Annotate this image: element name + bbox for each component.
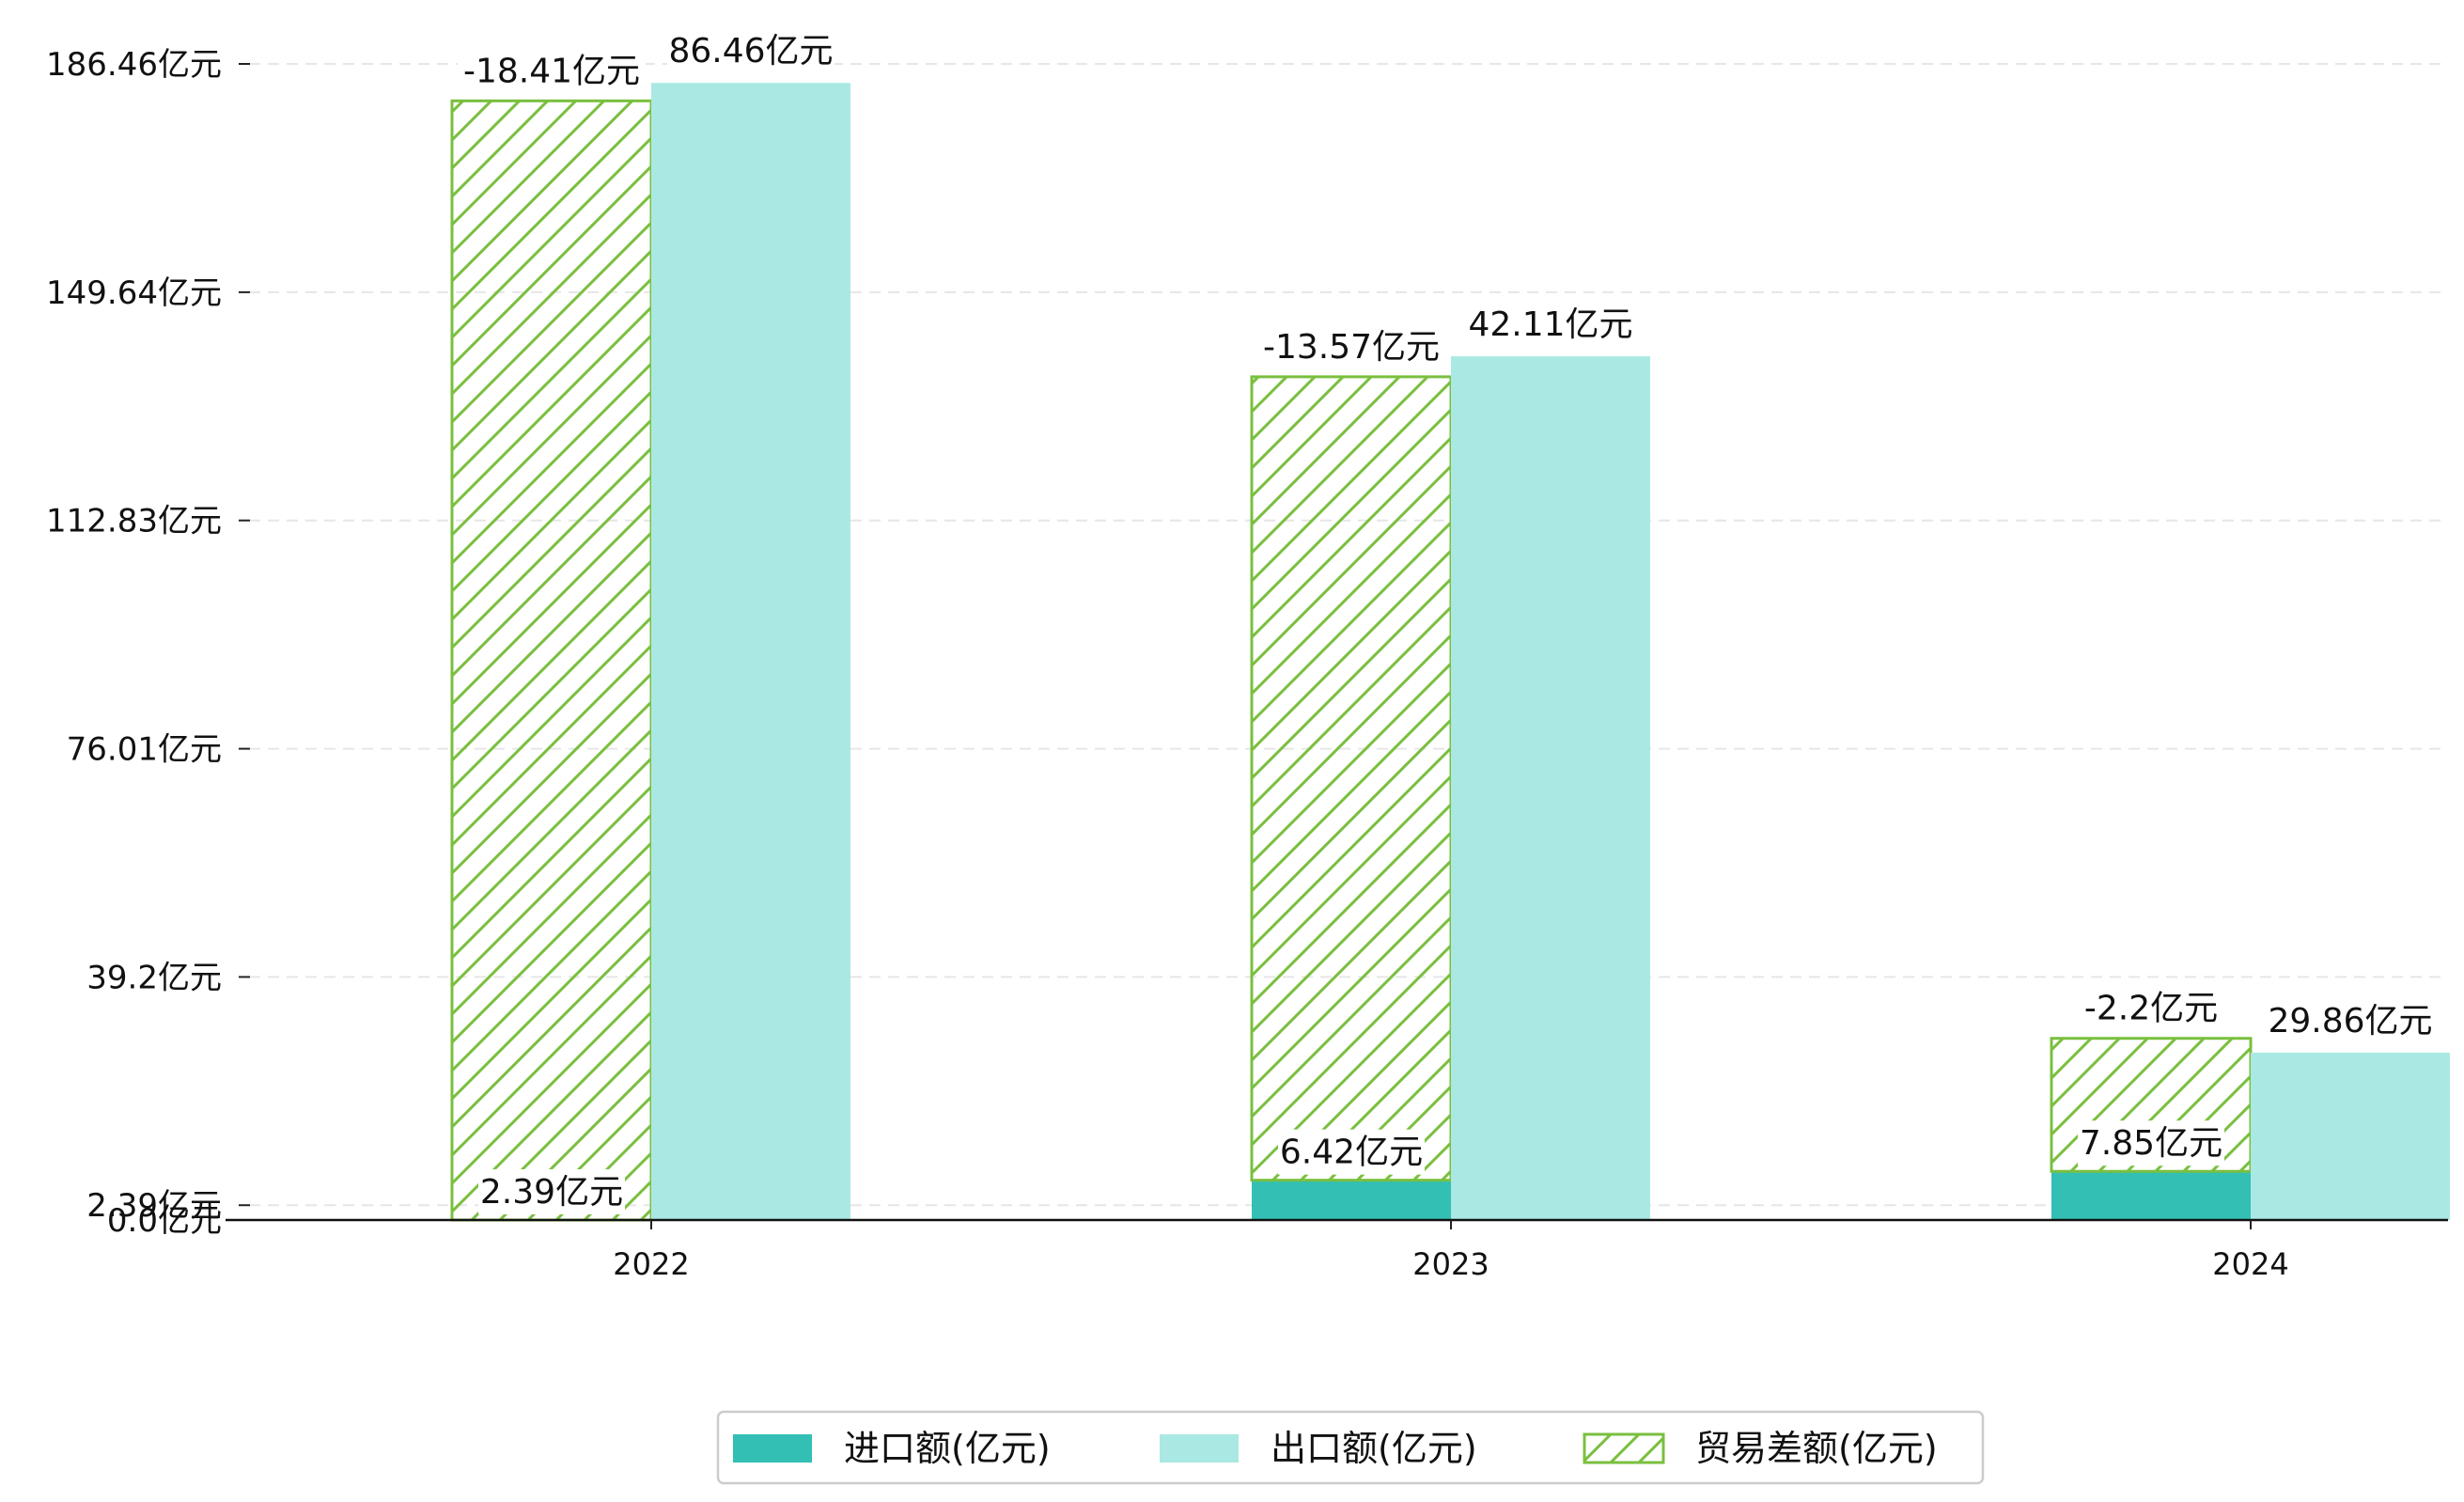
export-value-label: 86.46亿元 [668, 32, 833, 70]
x-tick-label: 2022 [613, 1246, 689, 1282]
import-value-label: 7.85亿元 [2080, 1124, 2222, 1163]
trade-balance-value-label-bg [2078, 985, 2224, 1031]
legend-box [716, 1410, 1985, 1485]
import-value-label-bg [1278, 1129, 1425, 1175]
x-tick-label: 2023 [1412, 1246, 1489, 1282]
y-tick-label: 0.0亿元 [107, 1202, 222, 1240]
trade-balance-value-label-bg [458, 48, 646, 94]
x-tick-label: 2024 [2212, 1246, 2288, 1282]
export-value-label: 29.86亿元 [2268, 1002, 2432, 1040]
export-value-label-bg [667, 28, 834, 74]
legend-import-swatch [733, 1434, 812, 1463]
y-tick-label: 149.64亿元 [46, 274, 222, 312]
legend-trade-balance-label: 贸易差额(亿元) [1695, 1428, 1938, 1469]
y-tick-label: 186.46亿元 [46, 46, 222, 84]
legend-export-swatch [1160, 1434, 1239, 1463]
import-value-label: 2.39亿元 [480, 1173, 623, 1212]
trade-balance-value-label: -13.57亿元 [1263, 328, 1440, 367]
trade-balance-bar [450, 99, 653, 1222]
export-value-label-bg [1467, 302, 1634, 348]
trade-balance-value-label: -2.2亿元 [2084, 990, 2218, 1028]
y-tick-label: 2.39亿元 [86, 1187, 222, 1225]
import-bar [1252, 1180, 1451, 1220]
legend-import-label: 进口额(亿元) [844, 1428, 1051, 1469]
export-value-label: 42.11亿元 [1468, 305, 1632, 344]
trade-balance-value-label: -18.41亿元 [463, 52, 640, 90]
import-value-label-bg [2078, 1120, 2224, 1166]
legend-trade-balance-swatch [1583, 1432, 1665, 1464]
trade-balance-value-label-bg [1257, 323, 1445, 369]
import-bar [2051, 1171, 2251, 1220]
export-bar [2251, 1052, 2450, 1220]
bar-labels: 2.39亿元 -18.41亿元 86.46亿元 6.42亿元 -13.57亿元 42.11… [458, 28, 2434, 1214]
export-bar [651, 83, 850, 1221]
axes: 0.0亿元2.39亿元39.2亿元76.01亿元112.83亿元149.64亿元… [46, 46, 2448, 1282]
import-value-label-bg [478, 1169, 625, 1214]
y-tick-label: 76.01亿元 [67, 731, 222, 769]
legend-export-label: 出口额(亿元) [1271, 1428, 1477, 1469]
trade-balance-bar [1250, 375, 1453, 1182]
bars [450, 83, 2450, 1222]
export-bar [1451, 356, 1650, 1220]
export-value-label-bg [2267, 997, 2434, 1043]
y-tick-label: 112.83亿元 [46, 503, 222, 540]
import-value-label: 6.42亿元 [1280, 1134, 1423, 1172]
y-tick-label: 39.2亿元 [86, 959, 222, 996]
legend: 进口额(亿元) 出口额(亿元) 贸易差额(亿元) [716, 1410, 1985, 1485]
